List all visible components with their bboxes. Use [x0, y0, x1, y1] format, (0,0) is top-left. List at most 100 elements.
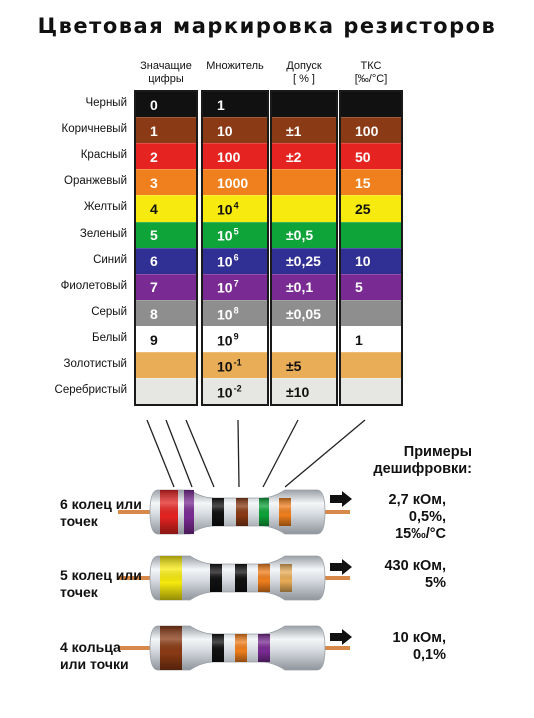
resistor-band-shading [258, 564, 270, 592]
row-label: Коричневый [61, 123, 127, 136]
multiplier-base: 10 [217, 332, 233, 349]
resistor-band-shading [279, 498, 291, 526]
digit-value: 5 [150, 227, 158, 244]
multiplier-value: 108 [217, 305, 239, 322]
column-header-tolerance-unit: [ % ] [292, 73, 315, 85]
connector-line [185, 419, 215, 488]
multiplier-exponent: -2 [233, 383, 242, 394]
tolerance-cell: ±0,05 [271, 299, 337, 327]
multiplier-base: 10 [217, 122, 233, 139]
resistor-band-shading [280, 564, 292, 592]
digit-cell: 7 [135, 273, 197, 301]
multiplier-value: 10 [217, 123, 233, 139]
resistor-type-label: 6 колец или точек [60, 496, 142, 529]
column-header-digits-text: Значащие цифры [140, 60, 192, 85]
multiplier-base: 1 [217, 96, 225, 113]
digit-value: 7 [150, 279, 158, 296]
decoding-result-line: 0,5%, [408, 509, 446, 525]
tks-cell: 50 [340, 143, 402, 170]
tolerance-value: ±1 [286, 122, 302, 139]
digit-cell: 1 [135, 117, 197, 144]
tks-cell [340, 221, 402, 249]
connector-line [146, 419, 175, 488]
column-header-digits: Значащие цифры [135, 60, 197, 86]
digit-cell: 3 [135, 169, 197, 196]
resistor-type-label: 5 колец или точек [60, 567, 142, 600]
resistor-band-shading [160, 490, 178, 534]
tolerance-cell: ±1 [271, 117, 337, 144]
tolerance-value: ±10 [286, 383, 310, 400]
tolerance-cell: ±2 [271, 143, 337, 170]
multiplier-value: 100 [217, 149, 240, 165]
multiplier-value: 1 [217, 97, 225, 113]
column-header-multiplier-text: Множитель [206, 60, 264, 72]
multiplier-base: 10 [217, 279, 233, 296]
multiplier-cell: 105 [202, 221, 268, 249]
resistor-band-shading [212, 634, 224, 662]
tks-cell: 15 [340, 169, 402, 196]
multiplier-cell: 10-1 [202, 352, 268, 379]
digit-value: 1 [150, 122, 158, 139]
digit-value: 8 [150, 305, 158, 322]
tks-value: 5 [355, 279, 363, 296]
column-header-tolerance: Допуск [ % ] [271, 60, 337, 86]
column-header-multiplier: Множитель [202, 60, 268, 73]
digit-cell: 9 [135, 325, 197, 353]
connector-line [237, 419, 240, 488]
multiplier-base: 10 [217, 358, 233, 375]
tks-value: 25 [355, 201, 371, 218]
digit-cell: 5 [135, 221, 197, 249]
row-label: Черный [85, 97, 128, 109]
tolerance-value: ±0,1 [286, 279, 314, 296]
multiplier-exponent: 4 [233, 200, 239, 211]
resistor-band-shading [160, 556, 182, 600]
digit-cell: 8 [135, 299, 197, 327]
multiplier-value: 10-2 [217, 384, 242, 401]
tks-cell [340, 91, 402, 118]
multiplier-cell: 109 [202, 325, 268, 353]
multiplier-value: 1000 [217, 175, 248, 191]
resistor-band-shading [235, 634, 247, 662]
tolerance-value: ±0,5 [286, 227, 314, 244]
tks-value: 50 [355, 148, 371, 165]
multiplier-value: 10-1 [217, 357, 242, 374]
digit-value: 9 [150, 331, 158, 348]
tks-cell: 25 [340, 195, 402, 222]
multiplier-exponent: 5 [233, 226, 239, 237]
decoding-result-line: 2,7 кОм, [388, 492, 446, 508]
multiplier-exponent: 6 [233, 253, 239, 264]
tolerance-value: ±2 [286, 148, 302, 165]
digit-value: 2 [150, 148, 158, 165]
row-label: Золотистый [63, 358, 127, 370]
decoding-result: 430 кОм, 5% [356, 558, 446, 592]
multiplier-exponent: 9 [233, 331, 239, 342]
multiplier-base: 10 [217, 384, 233, 401]
digit-value: 3 [150, 175, 158, 192]
multiplier-cell: 10-2 [202, 378, 268, 405]
decoding-result-line: 430 кОм, [384, 558, 446, 574]
row-label: Серебристый [54, 384, 127, 397]
decoding-result-line: 10 кОм, [392, 630, 446, 646]
column-header-tks-unit: [‰/°С] [354, 73, 388, 85]
tolerance-cell [271, 169, 337, 196]
row-label: Желтый [83, 201, 127, 214]
decoding-result-line: 15‰/°С [395, 526, 446, 542]
tolerance-cell [271, 195, 337, 222]
multiplier-exponent: -1 [233, 357, 242, 368]
digit-cell: 4 [135, 195, 197, 222]
resistor-band-shading [259, 498, 269, 526]
digit-cell [135, 352, 197, 379]
row-label: Белый [92, 331, 127, 344]
multiplier-base: 1000 [217, 175, 249, 192]
column-header-tks-title: ТКС [360, 60, 382, 72]
examples-title: Примеры дешифровки: [373, 444, 472, 477]
row-label: Синий [93, 253, 127, 266]
tks-value: 1 [355, 331, 363, 348]
multiplier-value: 104 [217, 201, 239, 218]
resistor-band-shading [258, 634, 270, 662]
row-label: Зеленый [79, 227, 127, 240]
tks-cell [340, 299, 402, 327]
